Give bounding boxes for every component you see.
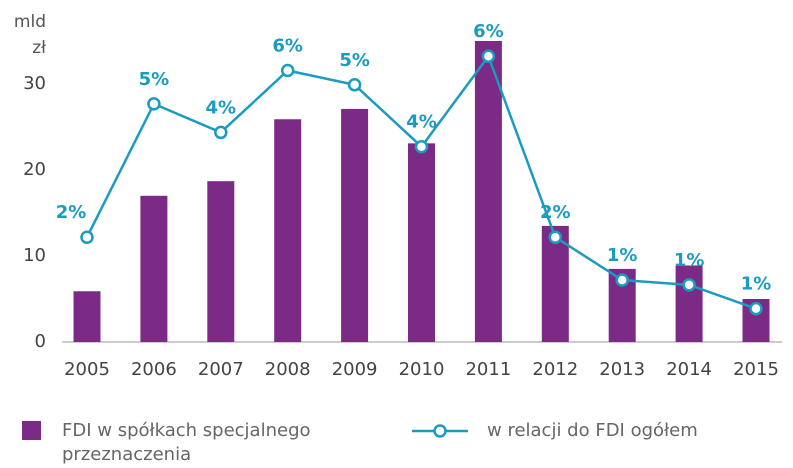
bar: [207, 181, 235, 342]
bar: [474, 41, 502, 342]
x-tick-label: 2011: [465, 359, 511, 380]
bar: [73, 291, 101, 342]
x-tick-label: 2007: [198, 359, 244, 380]
line-point: [481, 49, 496, 63]
data-label: 2%: [56, 202, 87, 223]
data-label: 5%: [139, 69, 170, 90]
legend-label: FDI w spółkach specjalnego przeznaczenia: [62, 420, 311, 465]
y-axis-label: mld: [14, 12, 46, 32]
line-point: [682, 278, 696, 292]
y-tick-label: 20: [23, 159, 46, 180]
x-tick-label: 2013: [599, 359, 645, 380]
line-point: [548, 230, 563, 244]
chart: mld zł 0 10 20 30 2005 2006 2007 2008 2009 2010 2011…: [14, 12, 782, 380]
x-tick-label: 2005: [64, 359, 110, 380]
bar: [341, 108, 369, 342]
x-tick-label: 2015: [733, 359, 779, 380]
bar: [140, 195, 168, 342]
data-label: 5%: [339, 50, 370, 71]
data-label: 4%: [406, 112, 437, 133]
legend-swatch: [22, 421, 41, 440]
y-tick-label: 30: [23, 73, 46, 94]
legend-marker: [433, 424, 447, 438]
line-point: [615, 273, 629, 287]
line-point: [80, 230, 94, 244]
bar: [541, 225, 569, 342]
line-point: [347, 78, 362, 92]
data-label: 1%: [674, 250, 705, 271]
line-point: [280, 63, 295, 78]
x-tick-label: 2009: [332, 359, 378, 380]
x-tick-label: 2014: [666, 359, 712, 380]
x-tick-label: 2010: [399, 359, 445, 380]
line-point: [749, 301, 763, 316]
y-tick-label: 0: [35, 331, 46, 352]
data-label: 1%: [741, 274, 772, 295]
data-label: 6%: [473, 21, 504, 42]
data-label: 2%: [540, 202, 571, 223]
legend-swatch: [412, 424, 468, 438]
data-label: 6%: [272, 36, 303, 57]
bar: [675, 265, 703, 342]
line-point: [414, 139, 429, 154]
y-axis-label: zł: [32, 38, 46, 58]
data-label: 4%: [206, 97, 237, 118]
legend-label: w relacji do FDI ogółem: [487, 420, 698, 441]
y-tick-label: 10: [23, 245, 46, 266]
data-label: 1%: [607, 245, 638, 266]
bar: [408, 143, 435, 342]
line-point: [147, 97, 161, 111]
x-tick-label: 2006: [131, 359, 177, 380]
line-point: [214, 125, 228, 140]
bar: [274, 119, 302, 342]
x-tick-label: 2012: [532, 359, 578, 380]
legend-square: [22, 421, 41, 440]
x-tick-label: 2008: [265, 359, 311, 380]
